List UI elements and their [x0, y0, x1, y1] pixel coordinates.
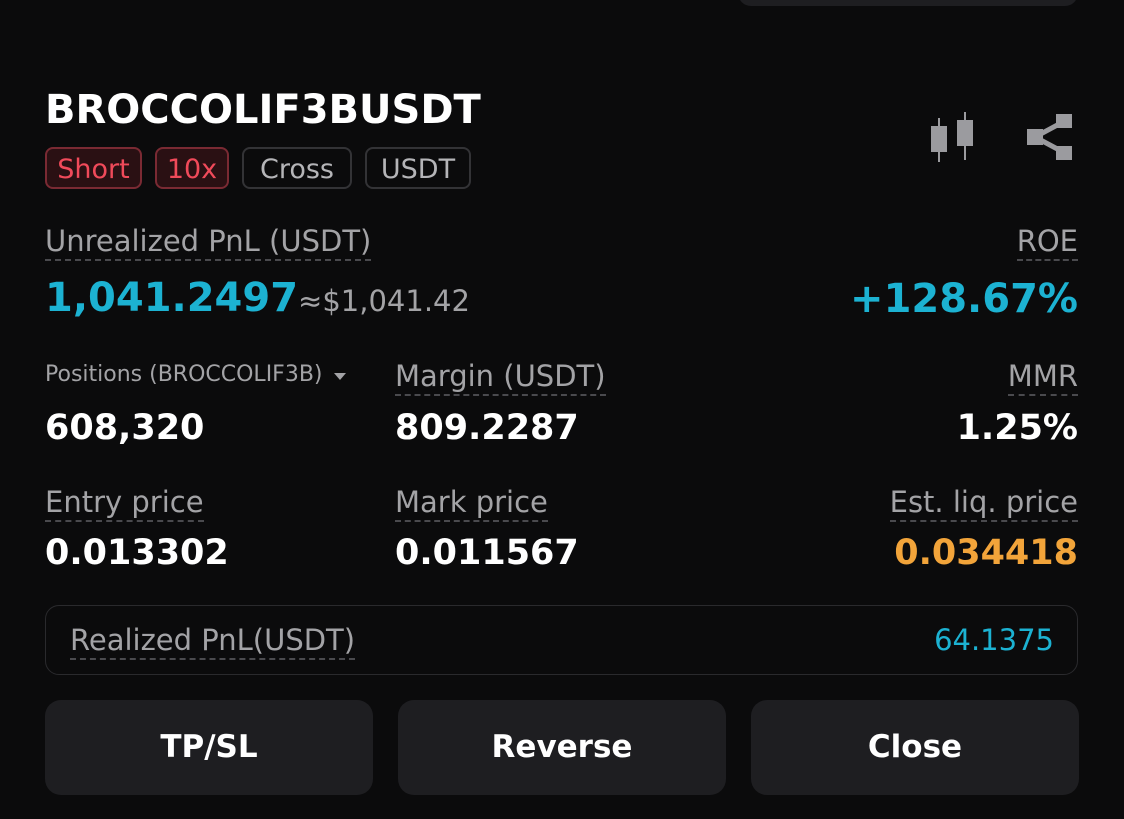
- realized-value: 64.1375: [934, 623, 1054, 657]
- mark-value: 0.011567: [395, 533, 579, 573]
- pnl-value: 1,041.2497≈$1,041.42: [45, 278, 470, 318]
- wick: [938, 118, 940, 162]
- positions-value: 608,320: [45, 408, 205, 448]
- tpsl-button[interactable]: TP/SL: [45, 700, 373, 795]
- margin-value: 809.2287: [395, 408, 579, 448]
- top-sheet: [738, 0, 1078, 6]
- mark-label: Mark price: [395, 488, 548, 522]
- chart-icon[interactable]: [928, 110, 978, 162]
- tag: USDT: [365, 147, 471, 189]
- margin-label: Margin (USDT): [395, 362, 606, 396]
- realized-label: Realized PnL(USDT): [70, 626, 356, 660]
- pnl-approx: ≈$1,041.42: [298, 284, 470, 318]
- realized-box: [45, 605, 1078, 675]
- entry-label: Entry price: [45, 488, 204, 522]
- node: [1027, 129, 1043, 145]
- tag: 10x: [155, 147, 229, 189]
- node: [1056, 146, 1072, 160]
- entry-value: 0.013302: [45, 533, 229, 573]
- symbol: BROCCOLIF3BUSDT: [45, 87, 481, 133]
- close-button[interactable]: Close: [751, 700, 1079, 795]
- tag: Short: [45, 147, 142, 189]
- wick: [964, 112, 966, 160]
- reverse-button[interactable]: Reverse: [398, 700, 726, 795]
- liq-label: Est. liq. price: [889, 488, 1078, 522]
- pnl-amount: 1,041.2497: [45, 275, 299, 321]
- mmr-value: 1.25%: [956, 408, 1078, 448]
- liq-value: 0.034418: [894, 533, 1078, 573]
- node: [1056, 114, 1072, 128]
- roe-label: ROE: [1016, 227, 1078, 261]
- positions-text: Positions (BROCCOLIF3B): [45, 362, 323, 387]
- tag: Cross: [242, 147, 352, 189]
- dropdown-arrow: [333, 373, 346, 380]
- positions-label[interactable]: Positions (BROCCOLIF3B): [45, 364, 347, 386]
- pnl-label: Unrealized PnL (USDT): [45, 227, 372, 261]
- roe-value: +128.67%: [850, 276, 1078, 322]
- share-icon[interactable]: [1025, 112, 1075, 162]
- mmr-label: MMR: [1007, 362, 1078, 396]
